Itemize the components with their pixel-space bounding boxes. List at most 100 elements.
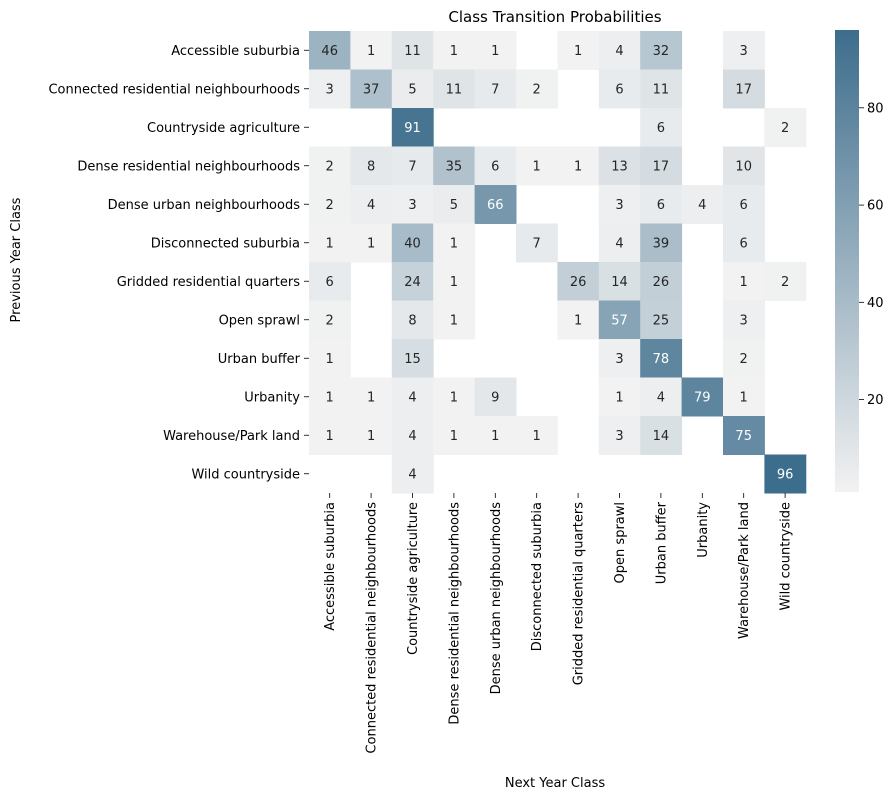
- heatmap-cell: [723, 69, 765, 109]
- heatmap-cell: [350, 146, 393, 186]
- x-tick-label: Wild countryside: [779, 502, 794, 611]
- cell-value-label: 10: [735, 159, 752, 174]
- cell-value-label: 25: [653, 313, 670, 328]
- cell-value-label: 26: [570, 275, 587, 290]
- heatmap-cell: [723, 262, 765, 301]
- heatmap-cell: [640, 185, 683, 224]
- cell-value-label: 1: [367, 44, 375, 59]
- cell-value-label: 1: [450, 236, 458, 251]
- x-tick-label: Connected residential neighbourhoods: [365, 502, 380, 754]
- heatmap-cell: [723, 300, 765, 340]
- colorbar-ticks: 20 40 60 80: [859, 101, 884, 408]
- heatmap-cell: [391, 339, 434, 378]
- heatmap-cell: [598, 377, 641, 417]
- x-tick-label: Gridded residential quarters: [572, 502, 587, 686]
- cell-value-label: 4: [698, 198, 706, 213]
- heatmap-cell: [433, 377, 476, 417]
- y-tick-label: Connected residential neighbourhoods: [48, 82, 300, 97]
- heatmap-cell: [516, 416, 558, 455]
- x-tick-label: Warehouse/Park land: [737, 502, 752, 639]
- colorbar-tick-label: 20: [867, 393, 884, 408]
- x-tick-label: Disconnected suburbia: [530, 502, 545, 651]
- cell-value-label: 96: [777, 467, 794, 482]
- heatmap-cell: [309, 377, 351, 417]
- heatmap-cell: [350, 223, 393, 263]
- heatmap-cell: [309, 146, 351, 186]
- heatmap-cell: [516, 69, 558, 109]
- cell-value-label: 40: [404, 236, 421, 251]
- cell-value-label: 78: [653, 352, 670, 367]
- cell-value-label: 17: [735, 82, 752, 97]
- cell-value-label: 66: [487, 198, 504, 213]
- cell-value-label: 1: [367, 390, 375, 405]
- cell-value-label: 8: [408, 313, 416, 328]
- y-tick-label: Open sprawl: [219, 313, 300, 328]
- y-tick-label: Wild countryside: [191, 467, 300, 482]
- heatmap-cell: [350, 377, 393, 417]
- cell-value-label: 46: [321, 44, 338, 59]
- cell-value-label: 57: [611, 313, 628, 328]
- y-tick-label: Urbanity: [244, 390, 300, 405]
- x-tick-label: Urbanity: [696, 502, 711, 558]
- cell-value-label: 1: [326, 390, 334, 405]
- cell-value-label: 4: [615, 44, 623, 59]
- heatmap-cell: [723, 185, 765, 224]
- heatmap-cell: [557, 262, 600, 301]
- cell-value-label: 2: [326, 159, 334, 174]
- heatmap-cell: [350, 69, 393, 109]
- heatmap-cell: [391, 185, 434, 224]
- cell-value-label: 17: [653, 159, 670, 174]
- heatmap-cell: [598, 416, 641, 455]
- x-tick-label: Dense residential neighbourhoods: [447, 502, 462, 725]
- y-tick-label: Gridded residential quarters: [117, 275, 301, 290]
- heatmap-cell: [516, 223, 558, 263]
- heatmap-cell: [474, 185, 517, 224]
- heatmap-cell: [391, 223, 434, 263]
- x-tick-label: Urban buffer: [654, 501, 669, 584]
- heatmap-cell: [433, 262, 476, 301]
- heatmap-cell: [598, 185, 641, 224]
- heatmap-cell: [764, 108, 807, 147]
- cell-value-label: 1: [533, 429, 541, 444]
- heatmap-cell: [433, 69, 476, 109]
- cell-value-label: 6: [657, 121, 665, 136]
- cell-value-label: 11: [446, 82, 463, 97]
- heatmap-cell: [433, 300, 476, 340]
- cell-value-label: 6: [491, 159, 499, 174]
- heatmap-cell: [723, 146, 765, 186]
- heatmap-cell: [309, 69, 351, 109]
- cell-value-label: 1: [533, 159, 541, 174]
- cell-value-label: 2: [533, 82, 541, 97]
- x-axis-label: Next Year Class: [505, 776, 606, 791]
- x-tick-label: Open sprawl: [613, 502, 628, 583]
- cell-value-label: 14: [611, 275, 628, 290]
- colorbar: [835, 30, 859, 492]
- colorbar-tick-label: 60: [867, 199, 884, 214]
- y-tick-label: Countryside agriculture: [147, 121, 300, 136]
- heatmap-cell: [391, 300, 434, 340]
- cell-value-label: 3: [326, 82, 334, 97]
- cell-value-label: 14: [653, 429, 670, 444]
- cell-value-label: 4: [657, 390, 665, 405]
- heatmap-cell: [723, 31, 765, 70]
- cell-value-label: 1: [615, 390, 623, 405]
- cell-value-label: 6: [740, 198, 748, 213]
- heatmap-cell: [640, 223, 683, 263]
- cell-value-label: 39: [653, 236, 670, 251]
- y-axis-label: Previous Year Class: [9, 197, 24, 322]
- heatmap-cell: [433, 146, 476, 186]
- y-axis-ticks: Accessible suburbia Connected residential…: [48, 44, 309, 482]
- cell-value-label: 3: [740, 313, 748, 328]
- heatmap-cell: [391, 69, 434, 109]
- heatmap-cell: [557, 31, 600, 70]
- cell-value-label: 7: [533, 236, 541, 251]
- colorbar-tick-label: 40: [867, 296, 884, 311]
- x-tick-label: Countryside agriculture: [406, 502, 421, 655]
- heatmap-cell: [474, 31, 517, 70]
- heatmap-cell: [309, 416, 351, 455]
- heatmap-cell: [391, 108, 434, 147]
- cell-value-label: 1: [367, 429, 375, 444]
- heatmap-cell: [764, 262, 807, 301]
- cell-value-label: 3: [615, 198, 623, 213]
- heatmap-cell: [640, 69, 683, 109]
